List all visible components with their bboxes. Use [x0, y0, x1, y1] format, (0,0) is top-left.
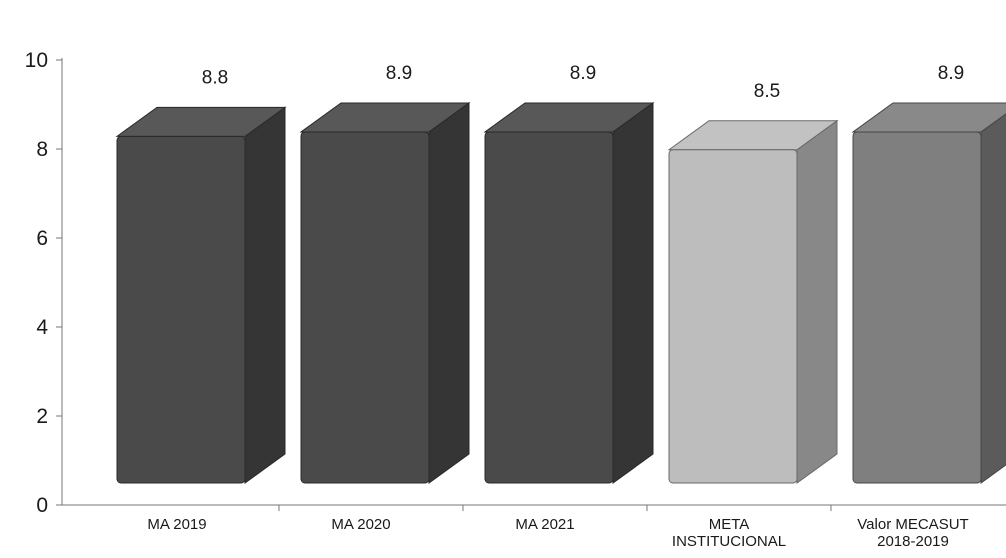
category-label: MA 2021	[515, 516, 574, 533]
bar	[667, 119, 839, 484]
bar-front-face	[668, 149, 798, 484]
y-tick-label: 2	[36, 405, 48, 428]
bar-value-label: 8.9	[386, 63, 412, 84]
category-label: Valor MECASUT	[857, 516, 968, 533]
y-tick-label: 6	[36, 227, 48, 250]
bar-side-face	[612, 101, 654, 484]
bar-value-label: 8.9	[570, 63, 596, 84]
bar-top-face	[851, 102, 1006, 133]
chart-labels: 8.8 MA 2019 8.9 MA 2020 8.9 MA 2021 8.5 METAINS…	[147, 63, 968, 550]
bar-value-label: 8.9	[938, 63, 964, 84]
category-label: 2018-2019	[877, 533, 949, 550]
category-label: INSTITUCIONAL	[672, 533, 786, 550]
bar-side-face	[980, 113, 1006, 484]
bar-side-face	[428, 101, 470, 484]
bar	[115, 106, 287, 484]
bar-front-face	[300, 131, 430, 484]
bar-side-face	[796, 119, 838, 484]
bar-value-label: 8.5	[754, 81, 780, 102]
y-tick-label: 8	[36, 138, 48, 161]
bar-front-face	[116, 135, 246, 484]
y-tick-label: 10	[25, 49, 48, 72]
bar-front-face	[484, 131, 614, 484]
category-label: MA 2019	[147, 516, 206, 533]
bar	[851, 102, 1006, 484]
bar	[299, 101, 471, 484]
bar	[483, 101, 655, 484]
category-label: MA 2020	[331, 516, 390, 533]
chart-bars	[115, 101, 1006, 484]
y-tick-label: 4	[36, 316, 48, 339]
bar-front-face	[852, 131, 982, 484]
bar-value-label: 8.8	[202, 67, 228, 88]
bar-side-face	[244, 106, 286, 484]
chart-axes: 0 2 4 6 8 10	[25, 49, 1006, 517]
category-label: META	[709, 516, 750, 533]
y-tick-label: 0	[36, 494, 48, 517]
